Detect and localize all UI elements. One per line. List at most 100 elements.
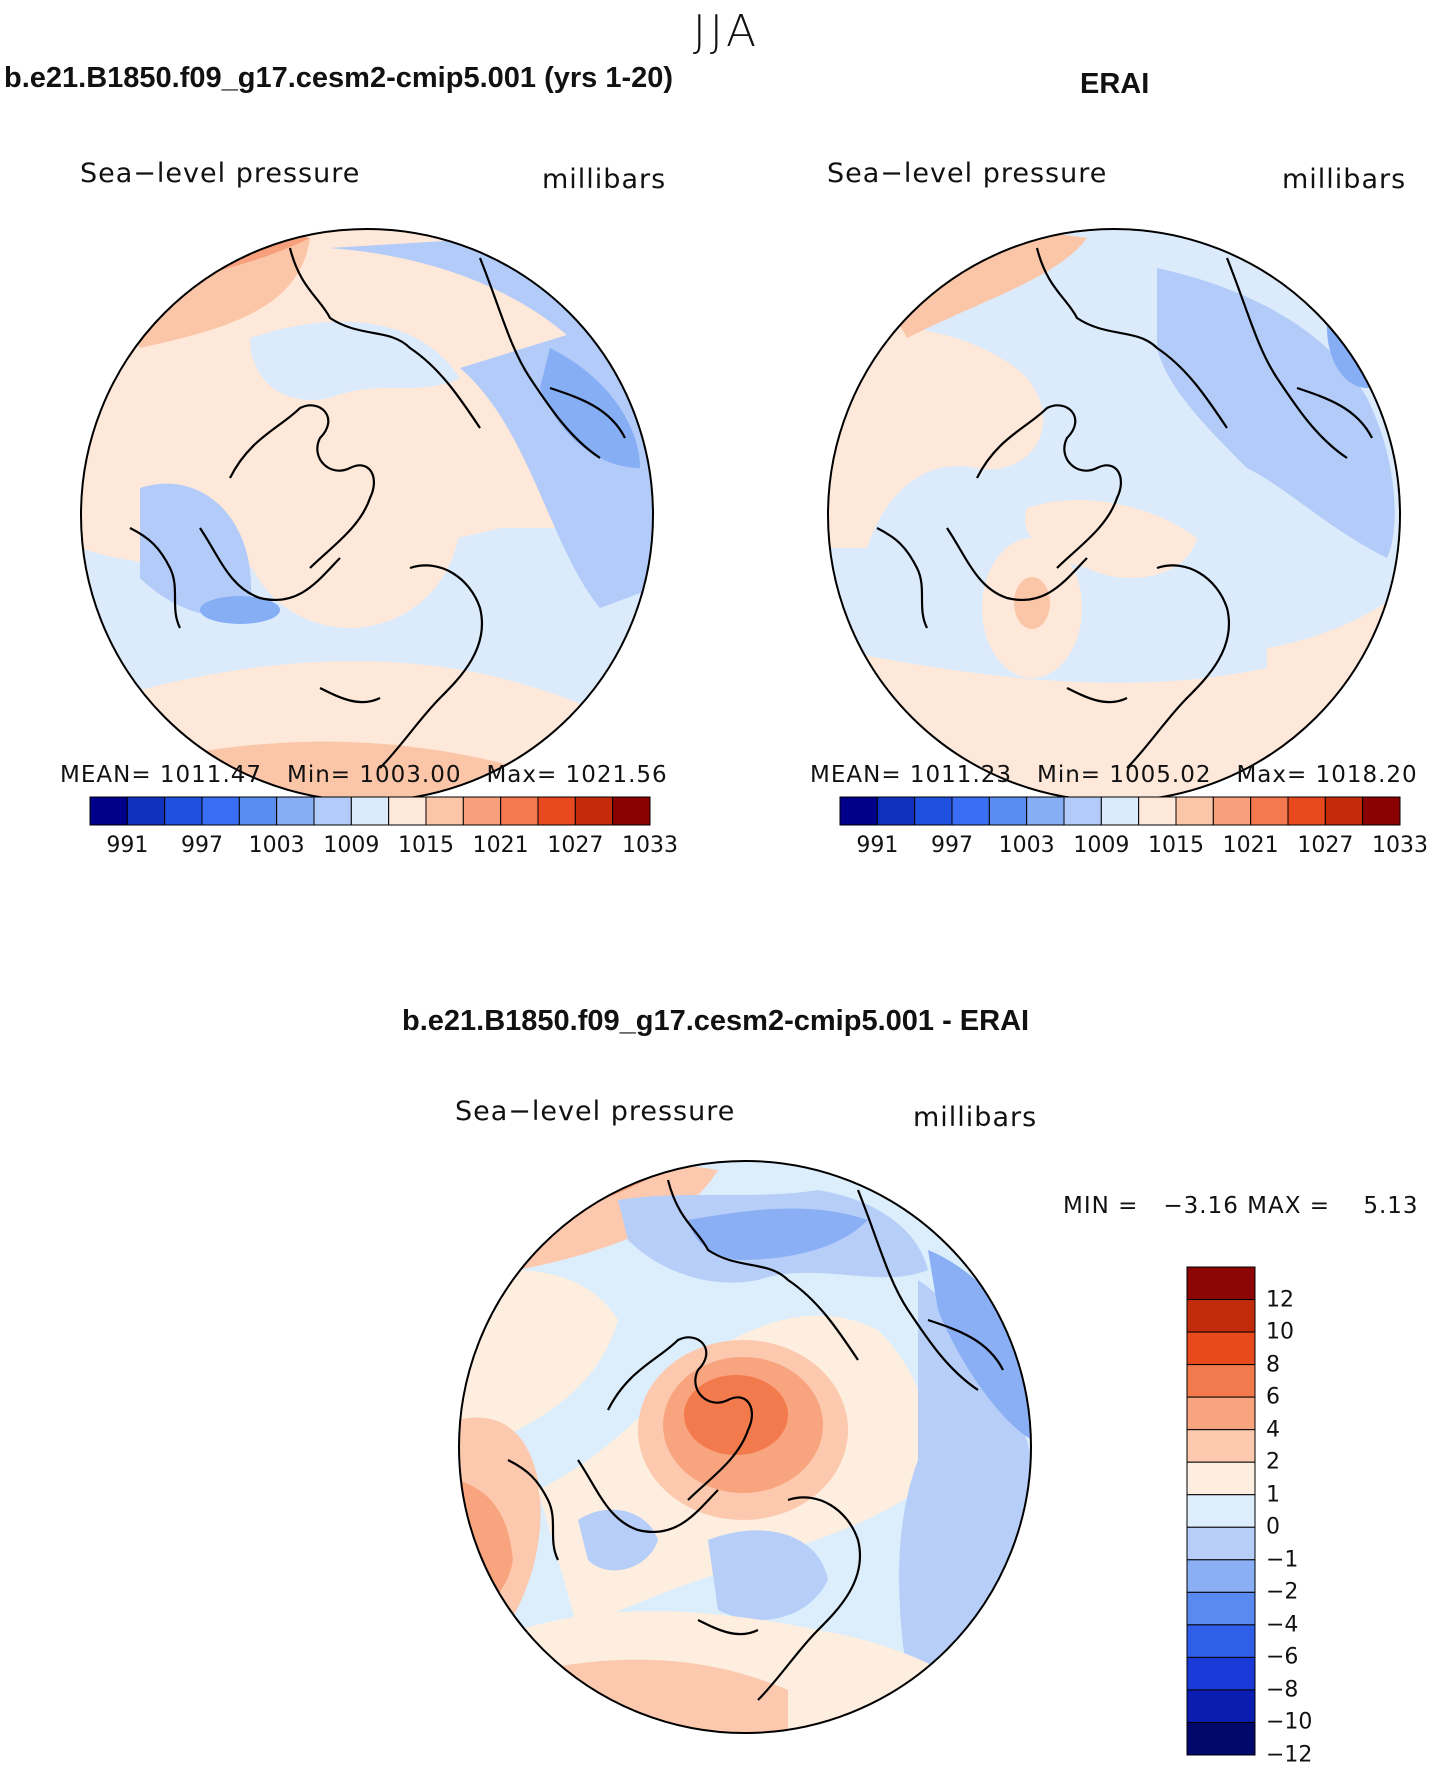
obs-colorbar-box — [1362, 796, 1401, 826]
diff-colorbar-tick-label: −10 — [1266, 1709, 1313, 1735]
obs-stats: MEAN= 1011.23 Min= 1005.02 Max= 1018.20 — [810, 762, 1418, 788]
model-colorbar-box — [238, 796, 278, 826]
diff-colorbar-tick-label: 10 — [1266, 1319, 1294, 1345]
diff-colorbar — [1186, 1266, 1256, 1756]
obs-colorbar-tick-label: 1015 — [1148, 833, 1204, 858]
obs-field-greenland-core — [1014, 577, 1050, 629]
model-colorbar-box — [612, 796, 651, 826]
diff-colorbar-tick-label: 1 — [1266, 1482, 1280, 1508]
obs-variable-label: Sea−level pressure — [827, 158, 1108, 189]
obs-max-value: 1018.20 — [1315, 762, 1418, 788]
obs-colorbar-tick-label: 991 — [856, 833, 899, 858]
obs-field-ne-low-core — [1327, 268, 1400, 388]
model-colorbar-tick-label: 991 — [106, 833, 149, 858]
model-min-label: Min= — [286, 762, 352, 788]
diff-max-value: 5.13 — [1363, 1193, 1419, 1219]
obs-mean-label: MEAN= — [810, 762, 902, 788]
model-field-west-low — [140, 483, 252, 617]
obs-units-label: millibars — [1282, 164, 1407, 195]
obs-colorbar-box — [1100, 796, 1140, 826]
model-colorbar-box — [89, 796, 128, 826]
obs-colorbar-tick-label: 1033 — [1372, 833, 1428, 858]
diff-polar-map — [458, 1160, 1032, 1734]
model-colorbar-tick-label: 1015 — [398, 833, 454, 858]
diff-colorbar-ticks: 12 10 8 6 4 2 1 0 −1 −2 −4 −6 −8 −10 −12 — [1266, 1267, 1326, 1767]
figure-title: JJA — [692, 6, 761, 57]
diff-colorbar-tick-label: 8 — [1266, 1352, 1280, 1378]
model-variable-label: Sea−level pressure — [80, 158, 361, 189]
diff-colorbar-box — [1186, 1331, 1256, 1366]
diff-max-label: MAX = — [1247, 1193, 1331, 1219]
diff-colorbar-box — [1186, 1266, 1256, 1301]
diff-coastlines — [507, 1179, 1004, 1701]
diff-stats: MIN = −3.16 MAX = 5.13 — [1063, 1193, 1419, 1219]
model-colorbar-box — [500, 796, 539, 826]
obs-colorbar-box — [988, 796, 1028, 826]
obs-colorbar-box — [1063, 796, 1102, 826]
model-colorbar-tick-label: 1033 — [622, 833, 678, 858]
diff-colorbar-tick-label: 6 — [1266, 1384, 1280, 1410]
diff-colorbar-box — [1186, 1299, 1256, 1333]
model-colorbar-tick-label: 1027 — [547, 833, 604, 858]
obs-colorbar-box — [1026, 796, 1065, 826]
model-colorbar-box — [574, 796, 614, 826]
model-colorbar-box — [537, 796, 576, 826]
model-colorbar-ticks: 991 997 1003 1009 1015 1021 1027 1033 — [90, 833, 678, 861]
diff-colorbar-tick-label: 4 — [1266, 1417, 1280, 1443]
obs-min-value: 1005.02 — [1109, 762, 1212, 788]
model-colorbar-box — [164, 796, 203, 826]
model-colorbar-tick-label: 997 — [181, 833, 223, 858]
model-colorbar-tick-label: 1003 — [248, 833, 305, 858]
obs-mean-value: 1011.23 — [909, 762, 1013, 788]
model-field-nw-high2 — [120, 238, 310, 348]
model-polar-map — [80, 228, 654, 802]
diff-colorbar-tick-label: −12 — [1266, 1742, 1313, 1768]
model-min-value: 1003.00 — [359, 762, 462, 788]
model-coastlines — [129, 247, 626, 769]
obs-colorbar-tick-label: 1027 — [1297, 833, 1354, 858]
model-colorbar-tick-label: 1009 — [323, 833, 380, 858]
model-field-east-low — [460, 308, 653, 608]
obs-colorbar-tick-label: 997 — [931, 833, 973, 858]
diff-colorbar-box — [1186, 1656, 1256, 1691]
diff-colorbar-tick-label: −1 — [1266, 1547, 1299, 1573]
model-max-value: 1021.56 — [565, 762, 668, 788]
model-colorbar — [89, 796, 651, 826]
diff-colorbar-box — [1186, 1494, 1256, 1528]
diff-colorbar-box — [1186, 1689, 1256, 1723]
diff-colorbar-box — [1186, 1526, 1256, 1561]
model-colorbar-box — [350, 796, 390, 826]
model-units-label: millibars — [542, 164, 667, 195]
obs-colorbar-tick-label: 1003 — [998, 833, 1055, 858]
model-colorbar-tick-label: 1021 — [472, 833, 529, 858]
obs-colorbar-box — [1175, 796, 1214, 826]
model-field-arctic-high — [240, 408, 460, 628]
obs-max-label: Max= — [1236, 762, 1308, 788]
obs-field-west-high — [828, 325, 1044, 548]
model-mean-value: 1011.47 — [159, 762, 263, 788]
obs-colorbar-box — [876, 796, 916, 826]
obs-colorbar-box — [1324, 796, 1364, 826]
diff-colorbar-box — [1186, 1364, 1256, 1398]
obs-colorbar-box — [1212, 796, 1252, 826]
diff-colorbar-box — [1186, 1721, 1256, 1756]
diff-field-scand-neg — [708, 1530, 828, 1620]
model-mean-label: MEAN= — [60, 762, 152, 788]
diff-field-east-neg2 — [928, 1250, 1031, 1440]
obs-field-ne-low — [1157, 268, 1395, 558]
obs-colorbar-box — [1138, 796, 1177, 826]
obs-colorbar-box — [839, 796, 878, 826]
obs-min-label: Min= — [1036, 762, 1102, 788]
obs-colorbar-tick-label: 1021 — [1222, 833, 1279, 858]
obs-colorbar — [839, 796, 1401, 826]
model-max-label: Max= — [486, 762, 558, 788]
model-panel-title: b.e21.B1850.f09_g17.cesm2-cmip5.001 (yrs… — [4, 62, 674, 94]
obs-colorbar-box — [951, 796, 990, 826]
model-colorbar-box — [462, 796, 502, 826]
obs-colorbar-tick-label: 1009 — [1073, 833, 1130, 858]
diff-min-value: −3.16 — [1163, 1193, 1239, 1219]
diff-field-west-pos — [459, 1270, 618, 1460]
diff-colorbar-tick-label: 2 — [1266, 1449, 1280, 1475]
diff-colorbar-tick-label: −8 — [1266, 1677, 1299, 1703]
diff-variable-label: Sea−level pressure — [455, 1096, 736, 1127]
